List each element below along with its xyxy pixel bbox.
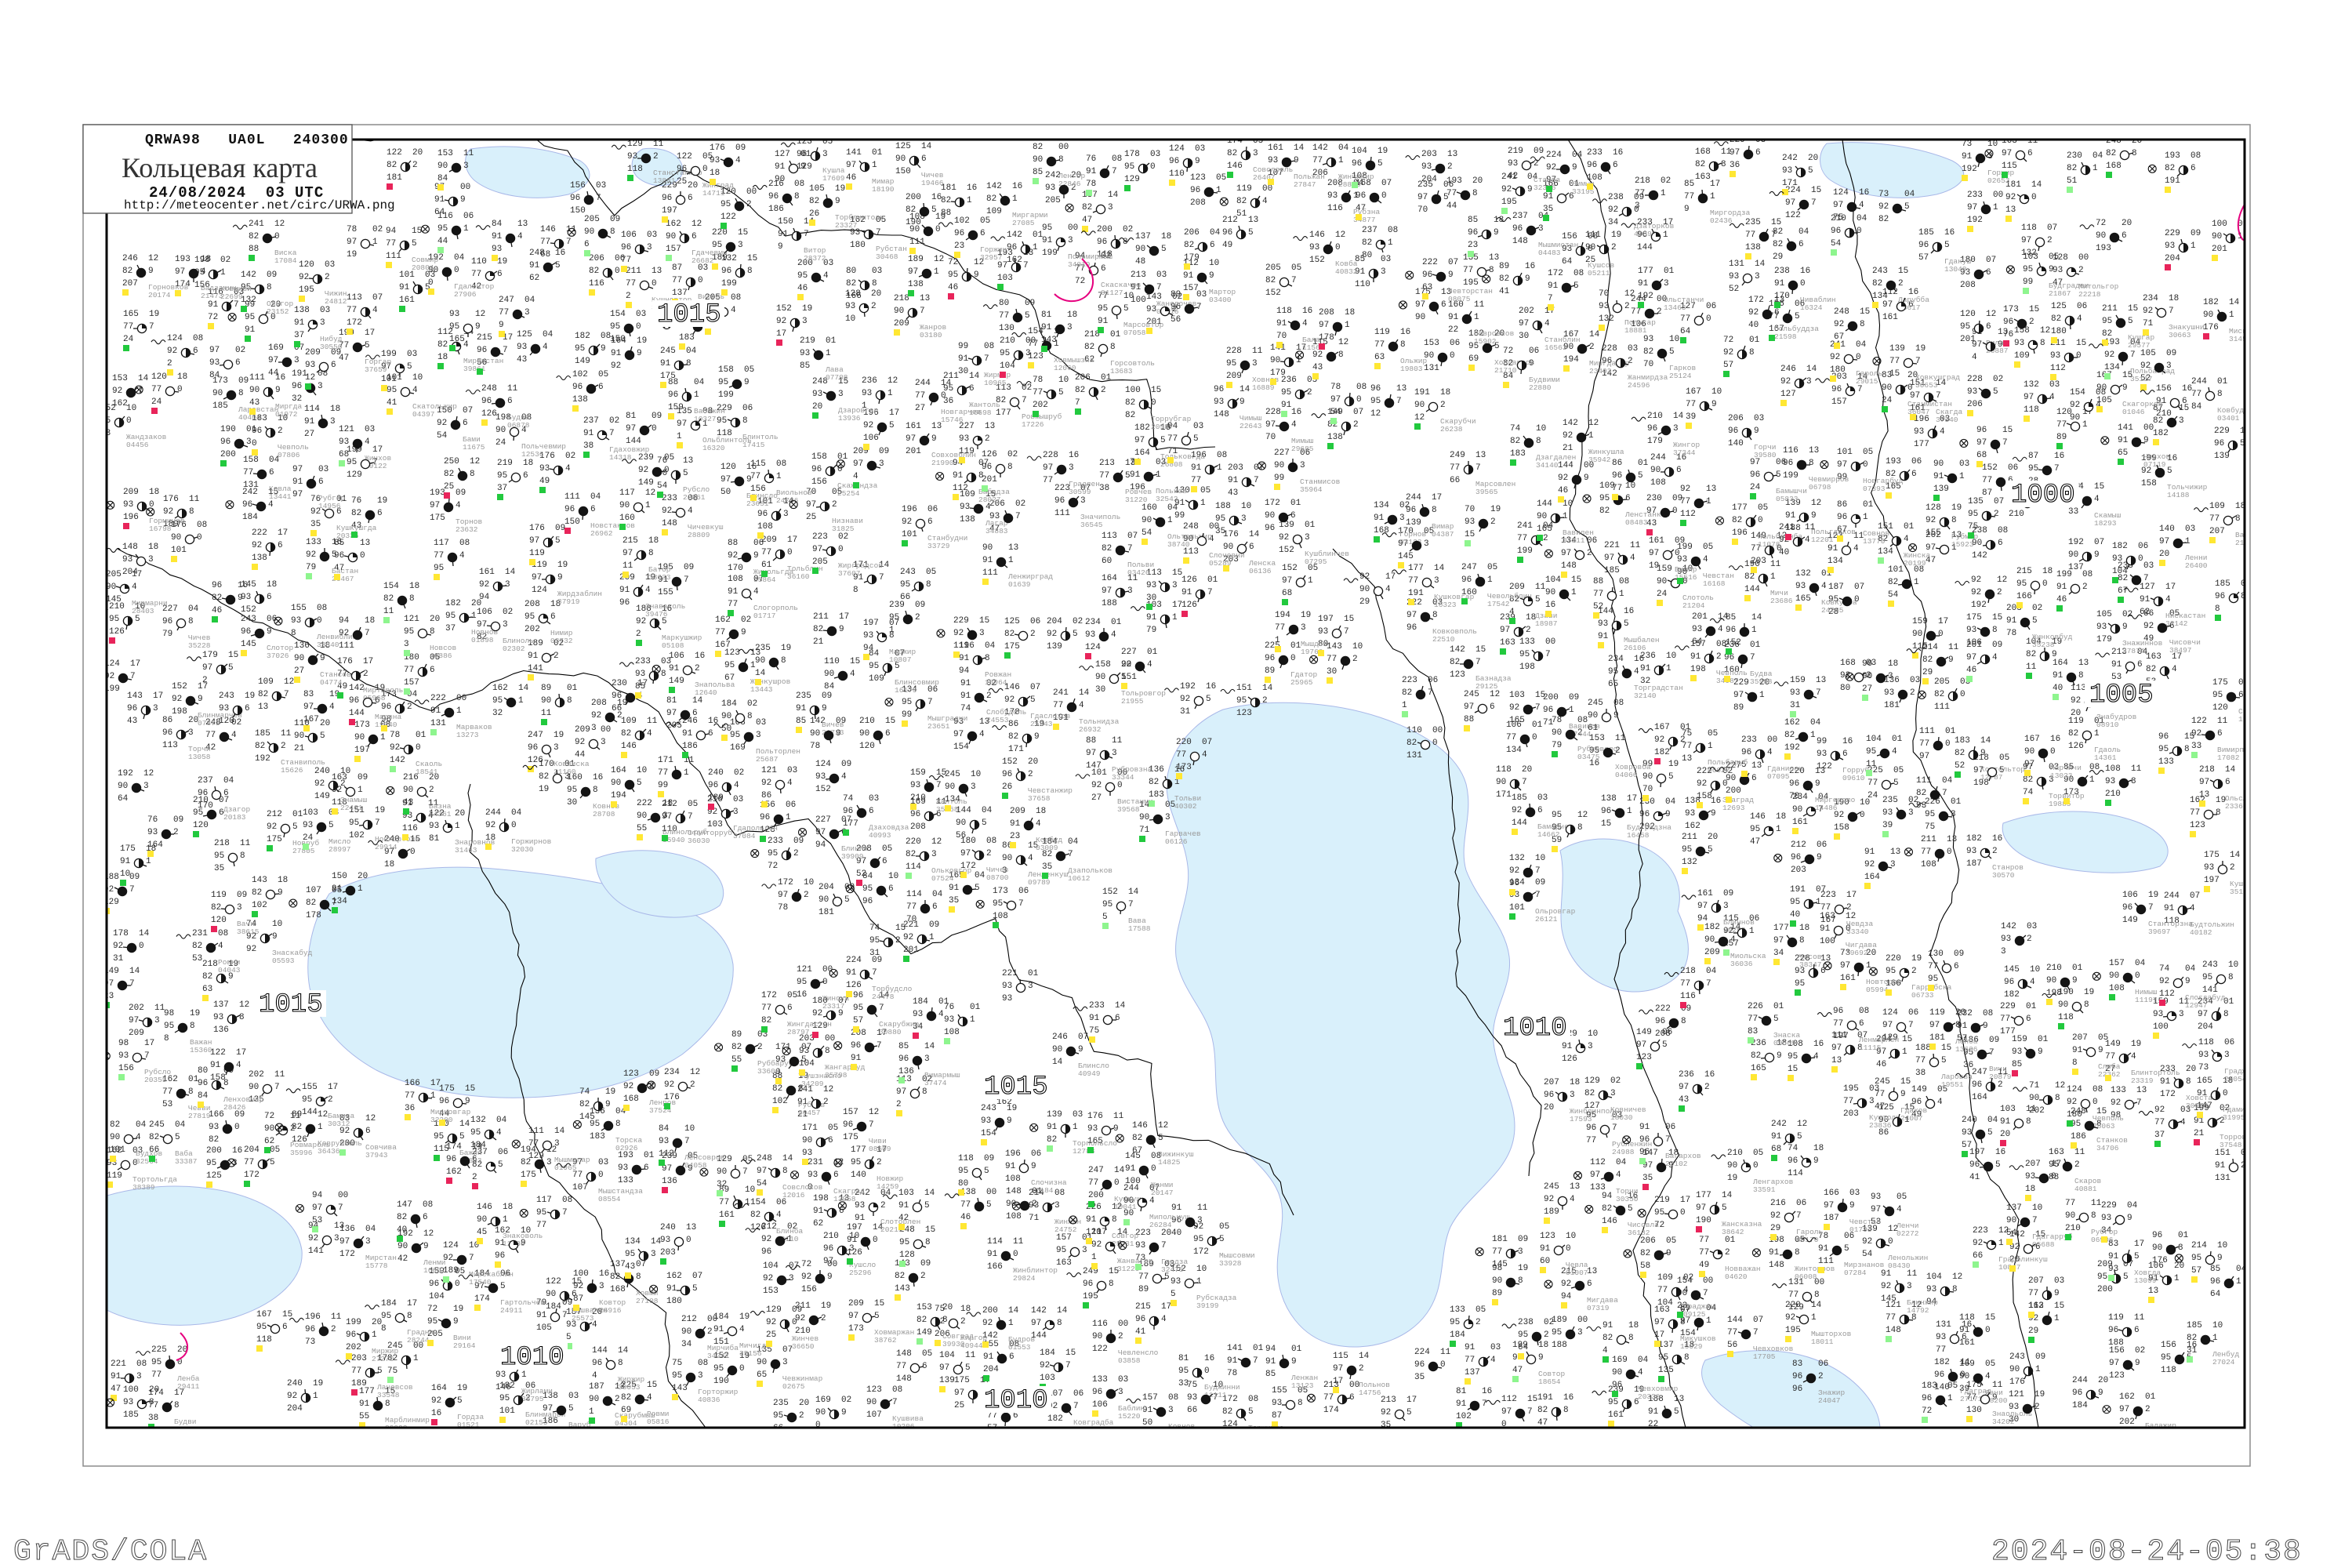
svg-text:1015: 1015	[657, 300, 721, 330]
svg-text:Виска17084: Виска 17084	[274, 249, 297, 265]
svg-text:999130: 99 91 30	[958, 342, 969, 376]
svg-text:Будва35998: Будва 35998	[1750, 670, 1773, 686]
svg-text:1010: 1010	[1503, 1014, 1567, 1044]
svg-text:Вимар04387: Вимар 04387	[1432, 522, 1454, 539]
svg-text:Торчи13058: Торчи 13058	[188, 745, 211, 761]
svg-text:859623: 85 96 23	[1468, 216, 1478, 250]
svg-text:829085: 82 90 85	[1033, 143, 1043, 177]
svg-text:Ровни04043: Ровни 04043	[218, 958, 241, 975]
svg-text:898241: 89 82 41	[1499, 262, 1510, 296]
svg-text:Ленни26400: Ленни 26400	[2184, 554, 2208, 570]
svg-text:979624: 97 96 24	[1750, 458, 1761, 492]
svg-text:Чичев08700: Чичев 08700	[986, 866, 1009, 882]
svg-text:919174: 91 91 74	[960, 679, 971, 713]
svg-text:Чижин24812: Чижин 24812	[325, 289, 347, 306]
svg-text:Ленми16607: Ленми 16607	[423, 1258, 446, 1275]
svg-text:Ховми27108: Ховми 27108	[636, 1289, 659, 1305]
svg-text:Мисло28997: Мисло 28997	[328, 837, 351, 854]
svg-text:Жанми20147: Жанми 20147	[1151, 1181, 1174, 1197]
svg-text:898255: 89 82 55	[731, 1030, 742, 1065]
svg-text:849193: 84 91 93	[492, 220, 503, 254]
svg-text:729546: 72 95 46	[948, 258, 958, 292]
svg-text:Витор28372: Витор 28372	[804, 246, 826, 263]
svg-text:849596: 84 95 96	[862, 872, 873, 906]
svg-text:1000: 1000	[2011, 481, 2075, 510]
svg-text:Ровми05816: Ровми 05816	[647, 1410, 670, 1426]
svg-text:Чичев19466: Чичев 19466	[921, 171, 944, 187]
svg-text:989089: 98 90 89	[1492, 1264, 1502, 1298]
svg-text:769178: 76 91 78	[1086, 154, 1097, 189]
svg-text:Мимыш29685: Мимыш 29685	[1291, 437, 1314, 453]
svg-text:Базна24361: Базна 24361	[429, 802, 452, 818]
svg-text:Батор33633: Батор 33633	[648, 565, 671, 582]
svg-text:759366: 75 93 66	[1187, 1381, 1197, 1415]
svg-text:Ленба29411: Ленба 29411	[176, 1374, 200, 1391]
svg-text:979384: 97 93 84	[209, 346, 220, 380]
svg-text:859664: 85 96 64	[2210, 1265, 2221, 1299]
svg-text:789719: 78 97 19	[347, 225, 357, 260]
svg-text:Горчи39580: Горчи 39580	[1754, 443, 1777, 459]
svg-text:Нимыш11197: Нимыш 11197	[2135, 988, 2158, 1004]
svg-text:1015: 1015	[984, 1073, 1048, 1102]
svg-text:1010: 1010	[984, 1386, 1048, 1416]
svg-text:709315: 70 93 15	[1465, 505, 1475, 539]
svg-text:Чисов38347: Чисов 38347	[1799, 953, 1822, 969]
svg-text:1010: 1010	[500, 1343, 564, 1373]
svg-text:968246: 96 82 46	[212, 581, 222, 615]
svg-text:Ленба13636: Ленба 13636	[1955, 1037, 1978, 1054]
svg-text:Ковба40832: Ковба 40832	[1335, 260, 1358, 276]
svg-text:Чимыш22643: Чимыш 22643	[1240, 414, 1262, 430]
svg-text:1015: 1015	[259, 990, 323, 1020]
svg-text:Будва06878: Будва 06878	[507, 413, 530, 430]
svg-text:729257: 72 92 57	[1723, 336, 1733, 370]
svg-text:1005: 1005	[2089, 681, 2154, 710]
svg-text:Чевла01007: Чевла 01007	[1566, 1261, 1588, 1277]
svg-text:789079: 78 90 79	[1552, 716, 1562, 750]
